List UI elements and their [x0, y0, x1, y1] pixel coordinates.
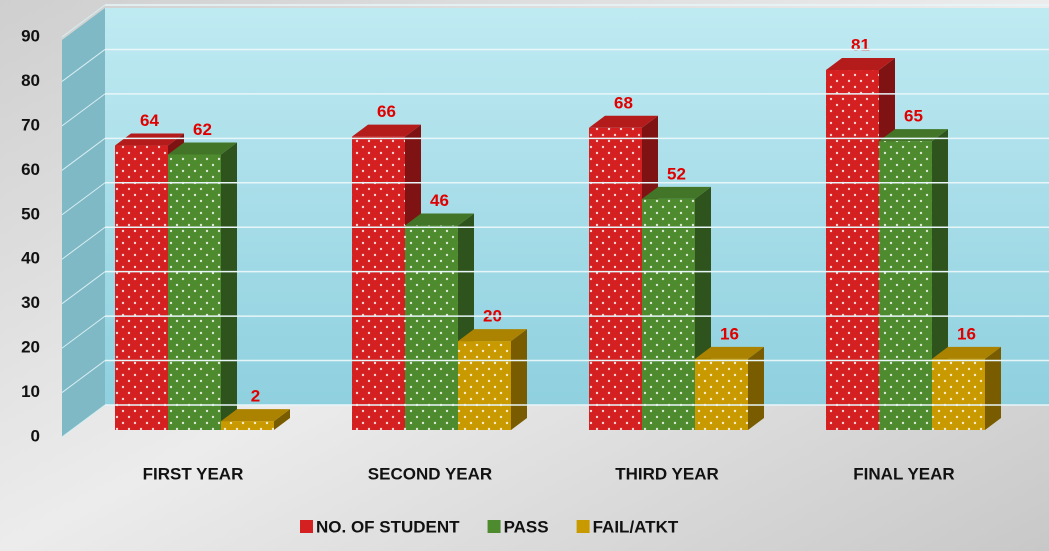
x-tick-label: SECOND YEAR	[368, 464, 492, 483]
x-tick-label: FIRST YEAR	[143, 464, 244, 483]
data-label: 64	[140, 111, 159, 130]
grid-line	[61, 93, 106, 127]
y-tick-label: 40	[21, 249, 40, 268]
x-tick-label: FINAL YEAR	[853, 464, 954, 483]
bar-top	[932, 346, 1001, 359]
y-tick-label: 0	[31, 426, 40, 445]
bar-top	[642, 186, 711, 199]
bar-top	[405, 213, 474, 226]
data-label: 65	[904, 107, 923, 126]
bar-texture	[879, 141, 932, 430]
bar-top	[168, 142, 237, 155]
legend-marker	[300, 520, 313, 533]
grid-line	[61, 271, 106, 305]
y-tick-label: 20	[21, 338, 40, 357]
data-label: 81	[851, 35, 870, 54]
legend-label: NO. OF STUDENT	[316, 517, 460, 536]
bar-texture	[932, 358, 985, 430]
legend: NO. OF STUDENT PASS FAIL/ATKT	[300, 517, 679, 536]
y-tick-label: 50	[21, 204, 40, 223]
bar-top	[352, 124, 421, 137]
grid-line	[61, 226, 106, 260]
data-label: 16	[720, 324, 739, 343]
grid-line	[61, 137, 106, 171]
y-tick-label: 30	[21, 293, 40, 312]
grid-line	[61, 315, 106, 349]
bar-texture	[221, 421, 274, 430]
bar-top	[826, 58, 895, 70]
bar-top	[458, 329, 527, 342]
data-label: 62	[193, 120, 212, 139]
data-label: 2	[251, 387, 260, 406]
grid-line	[61, 360, 106, 393]
data-label: 46	[430, 191, 449, 210]
y-tick-label: 60	[21, 160, 40, 179]
side-wall	[62, 8, 105, 437]
bar-top	[221, 409, 290, 422]
bar-texture	[352, 136, 405, 430]
y-tick-label: 90	[21, 26, 40, 45]
back-wall	[105, 8, 1049, 405]
bar-texture	[826, 70, 879, 430]
bar-side	[511, 329, 527, 430]
bar-side	[221, 142, 237, 430]
bar-side	[748, 346, 764, 430]
bar-texture	[695, 358, 748, 430]
bar-texture	[405, 225, 458, 430]
bar-side	[274, 409, 290, 430]
legend-label: PASS	[504, 517, 549, 536]
bar-texture	[642, 198, 695, 430]
y-tick-label: 10	[21, 382, 40, 401]
legend-label: FAIL/ATKT	[593, 517, 679, 536]
legend-marker	[487, 520, 501, 533]
grid-line	[61, 49, 106, 82]
data-label: 68	[614, 93, 633, 112]
bar-top	[695, 346, 764, 359]
data-label: 16	[957, 324, 976, 343]
bar-texture	[168, 154, 221, 430]
bar-side	[985, 346, 1001, 430]
grid-line	[61, 404, 106, 438]
x-tick-label: THIRD YEAR	[615, 464, 719, 483]
bar-top	[115, 133, 184, 146]
data-label: 52	[667, 164, 686, 183]
grid-line	[61, 182, 106, 216]
data-label: 66	[377, 102, 396, 121]
bar-texture	[115, 145, 168, 431]
bar-texture	[458, 341, 511, 430]
y-tick-label: 80	[21, 71, 40, 90]
y-tick-label: 70	[21, 115, 40, 134]
legend-marker	[576, 520, 590, 533]
grid-line	[61, 4, 106, 38]
bar-top	[589, 115, 658, 128]
bar-texture	[589, 127, 642, 431]
